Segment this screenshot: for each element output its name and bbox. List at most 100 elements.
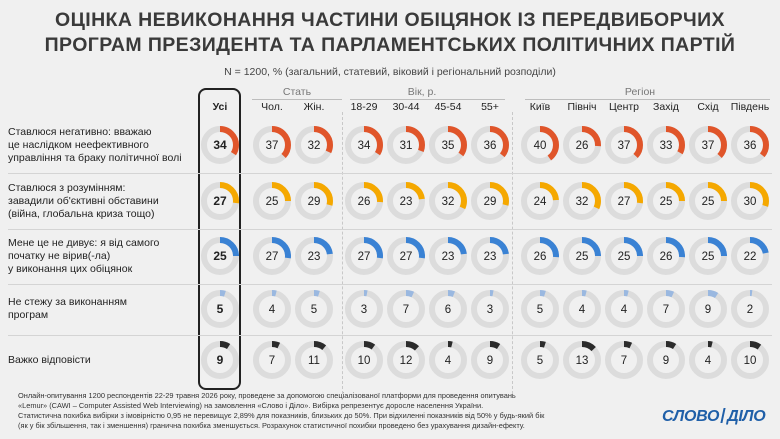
donut-arc [605,237,643,275]
donut-cell: 22 [731,237,769,275]
column-header: Жін. [304,101,325,113]
donut-cell: 29 [295,182,333,220]
column-header: Схід [697,101,718,113]
donut-cell: 26 [521,237,559,275]
donut-arc [521,237,559,275]
data-label: 29 [484,196,497,208]
row-label: Мене це не дивує: я від самого початку не… [8,237,193,276]
data-label: 24 [534,196,547,208]
donut-cell: 37 [605,126,643,164]
footnote-line: Онлайн-опитування 1200 респондентів 22-2… [18,391,516,400]
data-label: 25 [702,251,715,263]
donut-cell: 34 [201,126,239,164]
donut-arc [253,182,291,220]
donut-arc [295,126,333,164]
donut-cell: 10 [345,341,383,379]
divider-sex-age [342,112,343,394]
row-divider [8,284,772,285]
data-label: 23 [484,251,497,263]
data-label: 4 [579,304,586,316]
donut-cell: 4 [563,290,601,328]
column-header: Київ [530,101,551,113]
data-label: 7 [621,355,627,367]
donut-arc [471,237,509,275]
donut-arc [253,341,291,379]
donut-cell: 35 [429,126,467,164]
donut-arc [605,182,643,220]
donut-arc [471,182,509,220]
data-label: 4 [705,355,712,367]
donut-arc [295,182,333,220]
donut-cell: 7 [647,290,685,328]
donut-arc [647,341,685,379]
donut-arc [647,182,685,220]
donut-arc [345,237,383,275]
data-label: 23 [308,251,321,263]
footnote: Онлайн-опитування 1200 респондентів 22-2… [18,391,638,431]
donut-arc [253,126,291,164]
donut-cell: 4 [689,341,727,379]
donut-cell: 9 [689,290,727,328]
donut-cell: 9 [201,341,239,379]
row-label-line: це наслідком неефективного [8,138,149,151]
group-line-region [525,99,770,100]
donut-cell: 32 [563,182,601,220]
donut-cell: 27 [605,182,643,220]
column-header: Чол. [261,101,283,113]
donut-cell: 7 [387,290,425,328]
data-label: 25 [702,196,715,208]
row-label-line: програм [8,309,49,321]
column-header: Центр [609,101,639,113]
data-label: 25 [660,196,673,208]
donut-arc [689,341,727,379]
donut-arc [201,341,239,379]
data-label: 7 [269,355,275,367]
donut-arc [387,290,425,328]
donut-arc [731,126,769,164]
donut-arc [563,290,601,328]
data-label: 36 [484,140,497,152]
row-label-line: управління та браку політичної волі [8,151,182,164]
row-label-line: Ставлюся негативно: вважаю [8,125,152,138]
donut-arc [563,182,601,220]
data-label: 3 [487,304,493,316]
data-label: 12 [400,355,413,367]
donut-arc [563,341,601,379]
row-label-line: Мене це не дивує: я від самого [8,236,160,249]
data-label: 37 [618,140,631,152]
data-label: 27 [400,251,413,263]
donut-cell: 36 [731,126,769,164]
row-label-line: завадили об'єктивні обставини [8,194,159,207]
data-label: 13 [576,355,589,367]
donut-arc [387,237,425,275]
donut-cell: 5 [295,290,333,328]
logo-text-right: ДІЛО [727,408,766,425]
data-label: 26 [358,196,371,208]
donut-arc [387,341,425,379]
donut-cell: 9 [647,341,685,379]
donut-cell: 30 [731,182,769,220]
data-label: 34 [358,140,371,152]
data-label: 25 [576,251,589,263]
donut-arc [521,290,559,328]
column-header: Захід [653,101,679,113]
donut-arc [647,290,685,328]
column-header: 30-44 [393,101,420,113]
donut-cell: 26 [647,237,685,275]
data-label: 3 [361,304,367,316]
logo-separator [720,408,726,423]
donut-cell: 32 [429,182,467,220]
donut-cell: 31 [387,126,425,164]
group-line-sex [252,99,342,100]
donut-arc [521,341,559,379]
divider-age-region [512,112,513,394]
chart-title-line2: ПРОГРАМ ПРЕЗИДЕНТА ТА ПАРЛАМЕНТСЬКИХ ПОЛ… [44,34,736,56]
data-label: 10 [744,355,757,367]
donut-cell: 24 [521,182,559,220]
donut-cell: 25 [253,182,291,220]
donut-arc [605,290,643,328]
donut-cell: 7 [605,341,643,379]
donut-cell: 32 [295,126,333,164]
donut-cell: 26 [563,126,601,164]
donut-cell: 26 [345,182,383,220]
